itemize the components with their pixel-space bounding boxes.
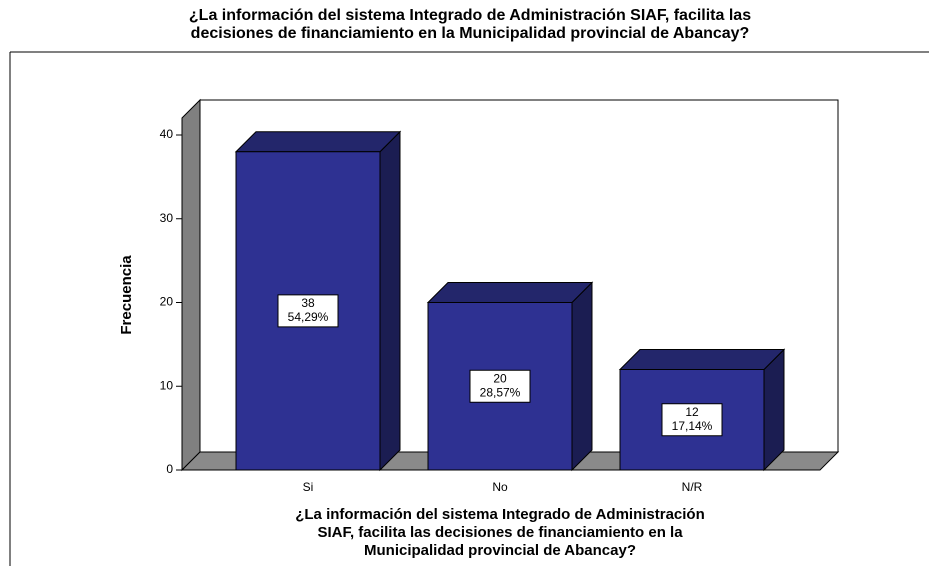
y-axis-label: Frecuencia <box>118 255 135 335</box>
bar-top <box>234 131 402 153</box>
bar-side <box>763 348 785 472</box>
data-label: 17,14% <box>672 419 713 433</box>
x-axis-label: Municipalidad provincial de Abancay? <box>364 542 636 559</box>
x-tick-label: Si <box>303 480 314 494</box>
data-label: 20 <box>493 371 507 385</box>
data-label-box <box>277 294 339 328</box>
side-wall <box>181 98 201 472</box>
data-label: 12 <box>685 405 699 419</box>
bar-side <box>379 130 401 472</box>
y-tick-label: 30 <box>160 211 174 225</box>
y-tick-label: 40 <box>160 127 174 141</box>
x-axis-label: SIAF, facilita las decisiones de financi… <box>317 524 683 541</box>
chart-title: ¿La información del sistema Integrado de… <box>189 7 751 24</box>
chart-title: decisiones de financiamiento en la Munic… <box>191 25 750 42</box>
y-tick-label: 0 <box>166 462 173 476</box>
data-label-box <box>469 369 531 403</box>
bar-top <box>426 282 594 303</box>
data-label: 54,29% <box>288 310 329 324</box>
data-label: 38 <box>301 296 315 310</box>
data-label: 28,57% <box>480 385 521 399</box>
data-label-box <box>661 403 723 437</box>
x-axis-label: ¿La información del sistema Integrado de… <box>295 506 705 523</box>
bar-side <box>571 281 593 472</box>
x-tick-label: N/R <box>682 480 703 494</box>
bar-top <box>618 349 786 370</box>
y-tick-label: 20 <box>160 295 174 309</box>
x-tick-label: No <box>492 480 508 494</box>
y-tick-label: 10 <box>160 378 174 392</box>
